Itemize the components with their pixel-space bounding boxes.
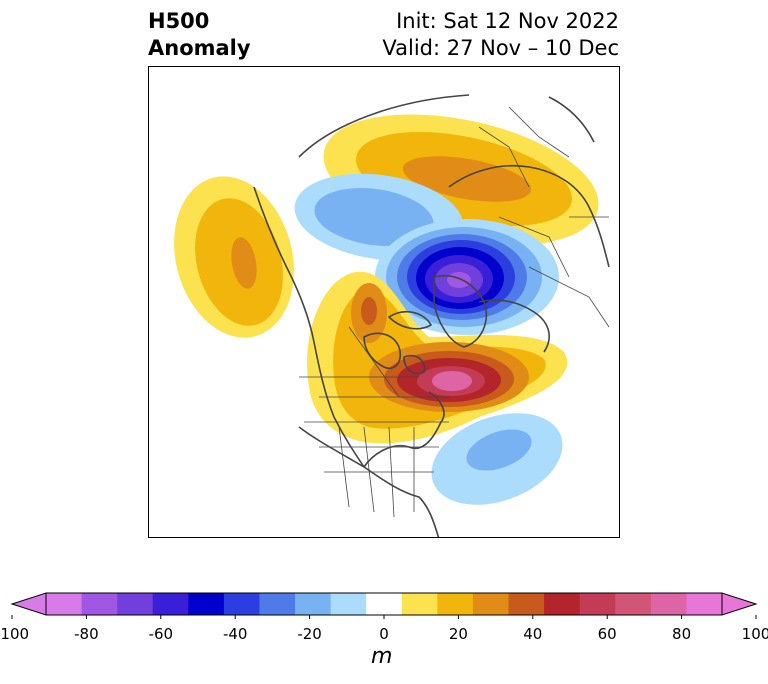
colorbar-bin bbox=[579, 593, 616, 615]
colorbar-tick-label: 100 bbox=[742, 625, 768, 643]
atlantic-trough bbox=[431, 413, 563, 505]
colorbar-tick-label: 0 bbox=[379, 625, 389, 643]
colorbar-bin bbox=[117, 593, 154, 615]
colorbar-tick-label: -60 bbox=[149, 625, 174, 643]
colorbar-bin bbox=[508, 593, 545, 615]
colorbar-bin bbox=[295, 593, 332, 615]
colorbar-bin bbox=[46, 593, 83, 615]
colorbar-tick-label: 20 bbox=[449, 625, 468, 643]
colorbar-bin bbox=[615, 593, 652, 615]
colorbar-under-arrow bbox=[10, 592, 47, 616]
colorbar-bin bbox=[223, 593, 260, 615]
field-title-line2: Anomaly bbox=[148, 36, 251, 60]
colorbar-bin bbox=[81, 593, 118, 615]
date-info: Init: Sat 12 Nov 2022 Valid: 27 Nov – 10… bbox=[382, 8, 619, 62]
colorbar-tick-label: -100 bbox=[0, 625, 29, 643]
colorbar-bin bbox=[152, 593, 189, 615]
colorbar-bin bbox=[366, 593, 403, 615]
alaska-ridge bbox=[174, 176, 294, 338]
colorbar: -100 -80 -60 -40 -20 0 20 40 60 80 100 bbox=[0, 592, 768, 643]
colorbar-bin bbox=[437, 593, 474, 615]
colorbar-tick-label: -80 bbox=[74, 625, 99, 643]
canada-ridge bbox=[307, 271, 568, 444]
init-date: Init: Sat 12 Nov 2022 bbox=[396, 9, 619, 33]
colorbar-bin bbox=[544, 593, 581, 615]
coastlines bbox=[253, 94, 610, 537]
colorbar-bin bbox=[472, 593, 510, 615]
country-borders bbox=[299, 106, 610, 518]
colorbar-tick-label: -40 bbox=[223, 625, 248, 643]
valid-range: Valid: 27 Nov – 10 Dec bbox=[382, 36, 619, 60]
colorbar-bin bbox=[401, 593, 438, 615]
colorbar-over-arrow bbox=[721, 592, 758, 616]
colorbar-bin bbox=[330, 593, 367, 615]
anomaly-map bbox=[148, 66, 620, 538]
colorbar-bin bbox=[686, 593, 723, 615]
colorbar-bin bbox=[259, 593, 296, 615]
colorbar-bin bbox=[650, 593, 687, 615]
colorbar-bin bbox=[188, 593, 225, 615]
field-title: H500 Anomaly bbox=[148, 8, 251, 62]
colorbar-tick-label: 60 bbox=[598, 625, 617, 643]
colorbar-tick-label: -20 bbox=[297, 625, 322, 643]
colorbar-tick-label: 40 bbox=[523, 625, 542, 643]
field-title-line1: H500 bbox=[148, 9, 210, 33]
colorbar-tick-label: 80 bbox=[672, 625, 691, 643]
colorbar-unit: m bbox=[371, 644, 393, 669]
